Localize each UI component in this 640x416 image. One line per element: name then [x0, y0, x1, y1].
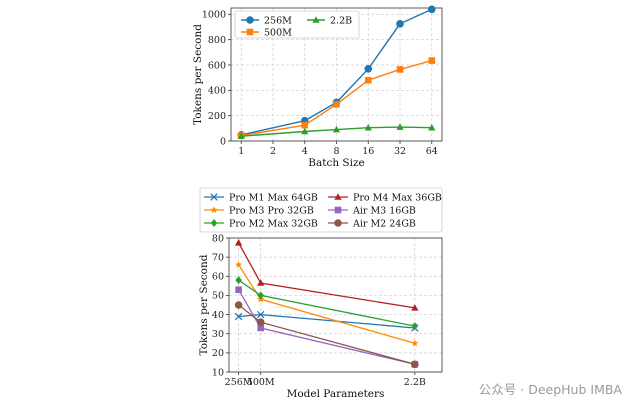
- data-point: [428, 57, 436, 64]
- data-point: [301, 121, 309, 129]
- x-tick-label: 4: [302, 146, 308, 157]
- data-point: [235, 276, 242, 285]
- plot-frame: [230, 7, 443, 142]
- series-line: [238, 304, 415, 365]
- y-tick-label: 40: [212, 310, 224, 321]
- data-point: [234, 301, 243, 309]
- legend-box: [234, 10, 360, 39]
- x-tick-label: 64: [426, 146, 438, 157]
- x-tick-label: 500M: [247, 377, 275, 388]
- data-point: [364, 65, 373, 73]
- legend-marker: [210, 193, 218, 201]
- legend-marker: [312, 16, 320, 23]
- x-tick-label: 1: [238, 146, 244, 157]
- y-tick-label: 200: [208, 111, 226, 122]
- y-tick-label: 70: [212, 252, 224, 263]
- legend-label: Pro M3 Pro 32GB: [229, 205, 314, 216]
- data-point: [427, 5, 436, 14]
- data-point: [257, 291, 265, 300]
- data-point: [396, 123, 404, 130]
- data-point: [396, 66, 404, 73]
- y-tick-label: 50: [212, 291, 224, 302]
- data-point: [411, 304, 419, 311]
- x-tick-label: 256M: [225, 377, 253, 388]
- data-point: [257, 324, 265, 332]
- legend-label: Pro M1 Max 64GB: [229, 192, 318, 203]
- data-point: [301, 127, 309, 135]
- legend-marker: [246, 28, 254, 36]
- data-point: [333, 100, 340, 108]
- y-tick-label: 60: [212, 272, 224, 283]
- data-point: [411, 322, 419, 331]
- legend-marker: [210, 206, 218, 214]
- data-point: [235, 261, 243, 268]
- series-line: [241, 59, 432, 137]
- legend-label: 2.2B: [330, 15, 352, 26]
- x-tick-label: 32: [394, 146, 406, 157]
- data-point: [364, 76, 372, 84]
- x-tick-label: 2.2B: [404, 377, 426, 388]
- y-tick-label: 400: [208, 86, 226, 97]
- chart-batch-size: 1 2 4 8 16 32 64 0 200 400 600 800 1000 Batch Size Tok…: [192, 5, 443, 169]
- legend-marker: [334, 206, 342, 214]
- y-tick-label: 10: [212, 367, 224, 378]
- data-point: [411, 339, 419, 347]
- legend-box: [199, 187, 443, 233]
- legend-label: Pro M4 Max 36GB: [353, 192, 442, 203]
- series-line: [241, 8, 433, 136]
- legend-marker: [334, 193, 342, 200]
- series-line: [238, 242, 415, 309]
- data-point: [364, 123, 372, 131]
- legend-marker: [334, 219, 342, 227]
- legend-label: Air M3 16GB: [352, 205, 416, 216]
- y-axis-label: Tokens per Second: [198, 254, 210, 355]
- data-point: [256, 310, 265, 319]
- legend-marker: [210, 219, 218, 227]
- plot-frame: [228, 237, 443, 373]
- x-axis-label: Model Parameters: [287, 388, 385, 400]
- watermark-text: 公众号 · DeepHub IMBA: [478, 382, 622, 397]
- y-tick-label: 600: [208, 60, 226, 71]
- legend-label: Pro M2 Max 32GB: [229, 218, 318, 229]
- data-point: [396, 20, 404, 28]
- data-point: [235, 286, 242, 293]
- x-tick-label: 8: [333, 146, 339, 157]
- y-tick-label: 30: [212, 329, 224, 340]
- data-point: [428, 123, 436, 131]
- y-axis-label: Tokens per Second: [192, 24, 204, 125]
- data-point: [234, 312, 243, 321]
- x-tick-label: 16: [362, 146, 374, 157]
- data-point: [237, 132, 245, 139]
- x-axis-label: Batch Size: [308, 157, 364, 169]
- data-point: [411, 360, 419, 369]
- y-tick-label: 0: [220, 136, 226, 147]
- y-tick-label: 20: [212, 348, 224, 359]
- y-tick-label: 80: [212, 233, 224, 244]
- y-tick-label: 1000: [202, 10, 226, 21]
- data-point: [257, 279, 265, 286]
- x-tick-label: 2: [270, 146, 276, 157]
- data-point: [234, 238, 243, 246]
- legend: Pro M1 Max 64GB Pro M4 Max 36GB Pro M3 Pro…: [199, 187, 443, 233]
- data-point: [256, 318, 265, 327]
- legend-label: 500M: [264, 27, 292, 38]
- legend-label: Air M2 24GB: [352, 218, 416, 229]
- legend-marker: [246, 16, 254, 24]
- legend-label: 256M: [264, 15, 292, 26]
- data-point: [332, 125, 341, 133]
- y-tick-label: 800: [208, 35, 226, 46]
- series-line: [241, 126, 432, 137]
